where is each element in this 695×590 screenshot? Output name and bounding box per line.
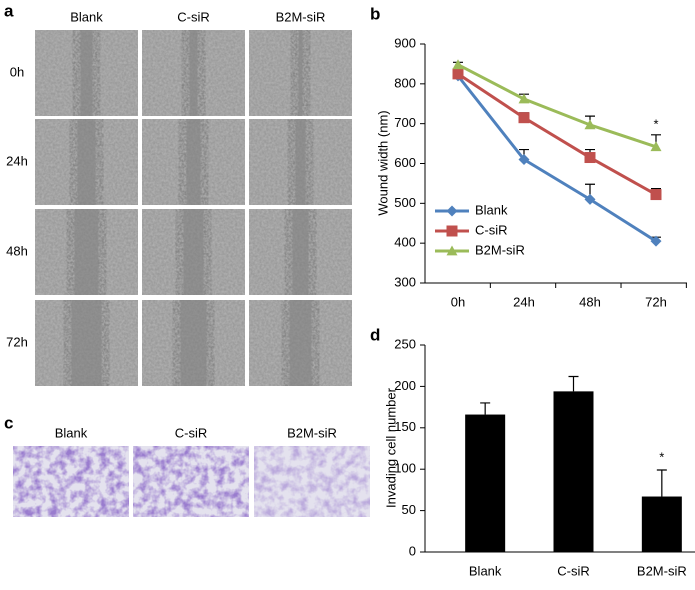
wound-gap bbox=[292, 209, 309, 295]
legend-label: C-siR bbox=[475, 222, 508, 237]
x-tick-label: Blank bbox=[469, 563, 502, 578]
marker bbox=[650, 235, 662, 247]
marker bbox=[584, 119, 596, 130]
row-label: 48h bbox=[6, 243, 28, 258]
panel-letter: c bbox=[4, 413, 13, 432]
error-bar bbox=[568, 375, 579, 392]
column-label: C-siR bbox=[177, 9, 210, 24]
wound-gap bbox=[295, 119, 306, 205]
y-tick-label: 50 bbox=[402, 502, 416, 517]
annotation: * bbox=[659, 449, 664, 464]
marker bbox=[518, 112, 530, 124]
y-tick-label: 0 bbox=[409, 543, 416, 558]
bar bbox=[641, 496, 682, 552]
column-label: Blank bbox=[55, 425, 88, 440]
y-tick-label: 400 bbox=[394, 235, 416, 250]
column-label: B2M-siR bbox=[287, 425, 337, 440]
y-tick-label: 600 bbox=[394, 155, 416, 170]
error-bar bbox=[480, 402, 491, 415]
marker bbox=[584, 193, 596, 205]
panel-letter: d bbox=[370, 325, 380, 344]
y-tick-label: 150 bbox=[394, 419, 416, 434]
x-tick-label: 24h bbox=[513, 294, 535, 309]
x-tick-label: 48h bbox=[579, 294, 601, 309]
line bbox=[457, 72, 657, 196]
marker bbox=[518, 93, 530, 104]
texture bbox=[133, 446, 249, 517]
wound-gap bbox=[71, 300, 102, 386]
x-tick-label: 72h bbox=[645, 294, 667, 309]
error-bar bbox=[656, 469, 667, 497]
legend-label: Blank bbox=[475, 202, 508, 217]
panel-letter: a bbox=[4, 1, 14, 20]
y-tick-label: 500 bbox=[394, 195, 416, 210]
y-tick-label: 100 bbox=[394, 461, 416, 476]
wound-gap bbox=[189, 30, 198, 116]
y-tick-label: 250 bbox=[394, 336, 416, 351]
wound-gap bbox=[77, 119, 96, 205]
marker bbox=[446, 205, 458, 217]
marker bbox=[446, 225, 458, 237]
wound-gap bbox=[183, 209, 204, 295]
row-label: 72h bbox=[6, 334, 28, 349]
wound-gap bbox=[298, 30, 303, 116]
wound-gap bbox=[74, 209, 99, 295]
row-label: 24h bbox=[6, 153, 28, 168]
y-axis-title: Invading cell number bbox=[383, 387, 398, 508]
x-tick-label: 0h bbox=[451, 294, 465, 309]
legend-label: B2M-siR bbox=[475, 242, 525, 257]
y-tick-label: 900 bbox=[394, 35, 416, 50]
texture bbox=[13, 446, 129, 517]
wound-gap bbox=[180, 300, 207, 386]
y-axis-title: Wound width (nm) bbox=[375, 110, 390, 215]
y-tick-label: 700 bbox=[394, 115, 416, 130]
y-tick-label: 200 bbox=[394, 378, 416, 393]
marker bbox=[518, 154, 530, 166]
marker bbox=[650, 189, 662, 201]
texture bbox=[254, 446, 370, 517]
marker bbox=[650, 141, 662, 152]
marker bbox=[584, 152, 596, 164]
y-tick-label: 800 bbox=[394, 75, 416, 90]
bar bbox=[465, 414, 506, 552]
line bbox=[456, 74, 657, 243]
marker bbox=[452, 59, 464, 70]
column-label: Blank bbox=[70, 9, 103, 24]
x-tick-label: B2M-siR bbox=[637, 563, 687, 578]
wound-gap bbox=[289, 300, 312, 386]
marker bbox=[452, 68, 464, 80]
annotation: * bbox=[653, 116, 658, 131]
wound-gap bbox=[80, 30, 93, 116]
marker bbox=[446, 245, 458, 256]
x-tick-label: C-siR bbox=[557, 563, 590, 578]
y-tick-label: 300 bbox=[394, 274, 416, 289]
column-label: C-siR bbox=[175, 425, 208, 440]
wound-gap bbox=[186, 119, 201, 205]
row-label: 0h bbox=[10, 64, 24, 79]
line bbox=[457, 63, 657, 149]
panel-letter: b bbox=[370, 4, 380, 23]
bar bbox=[553, 391, 594, 552]
column-label: B2M-siR bbox=[276, 9, 326, 24]
